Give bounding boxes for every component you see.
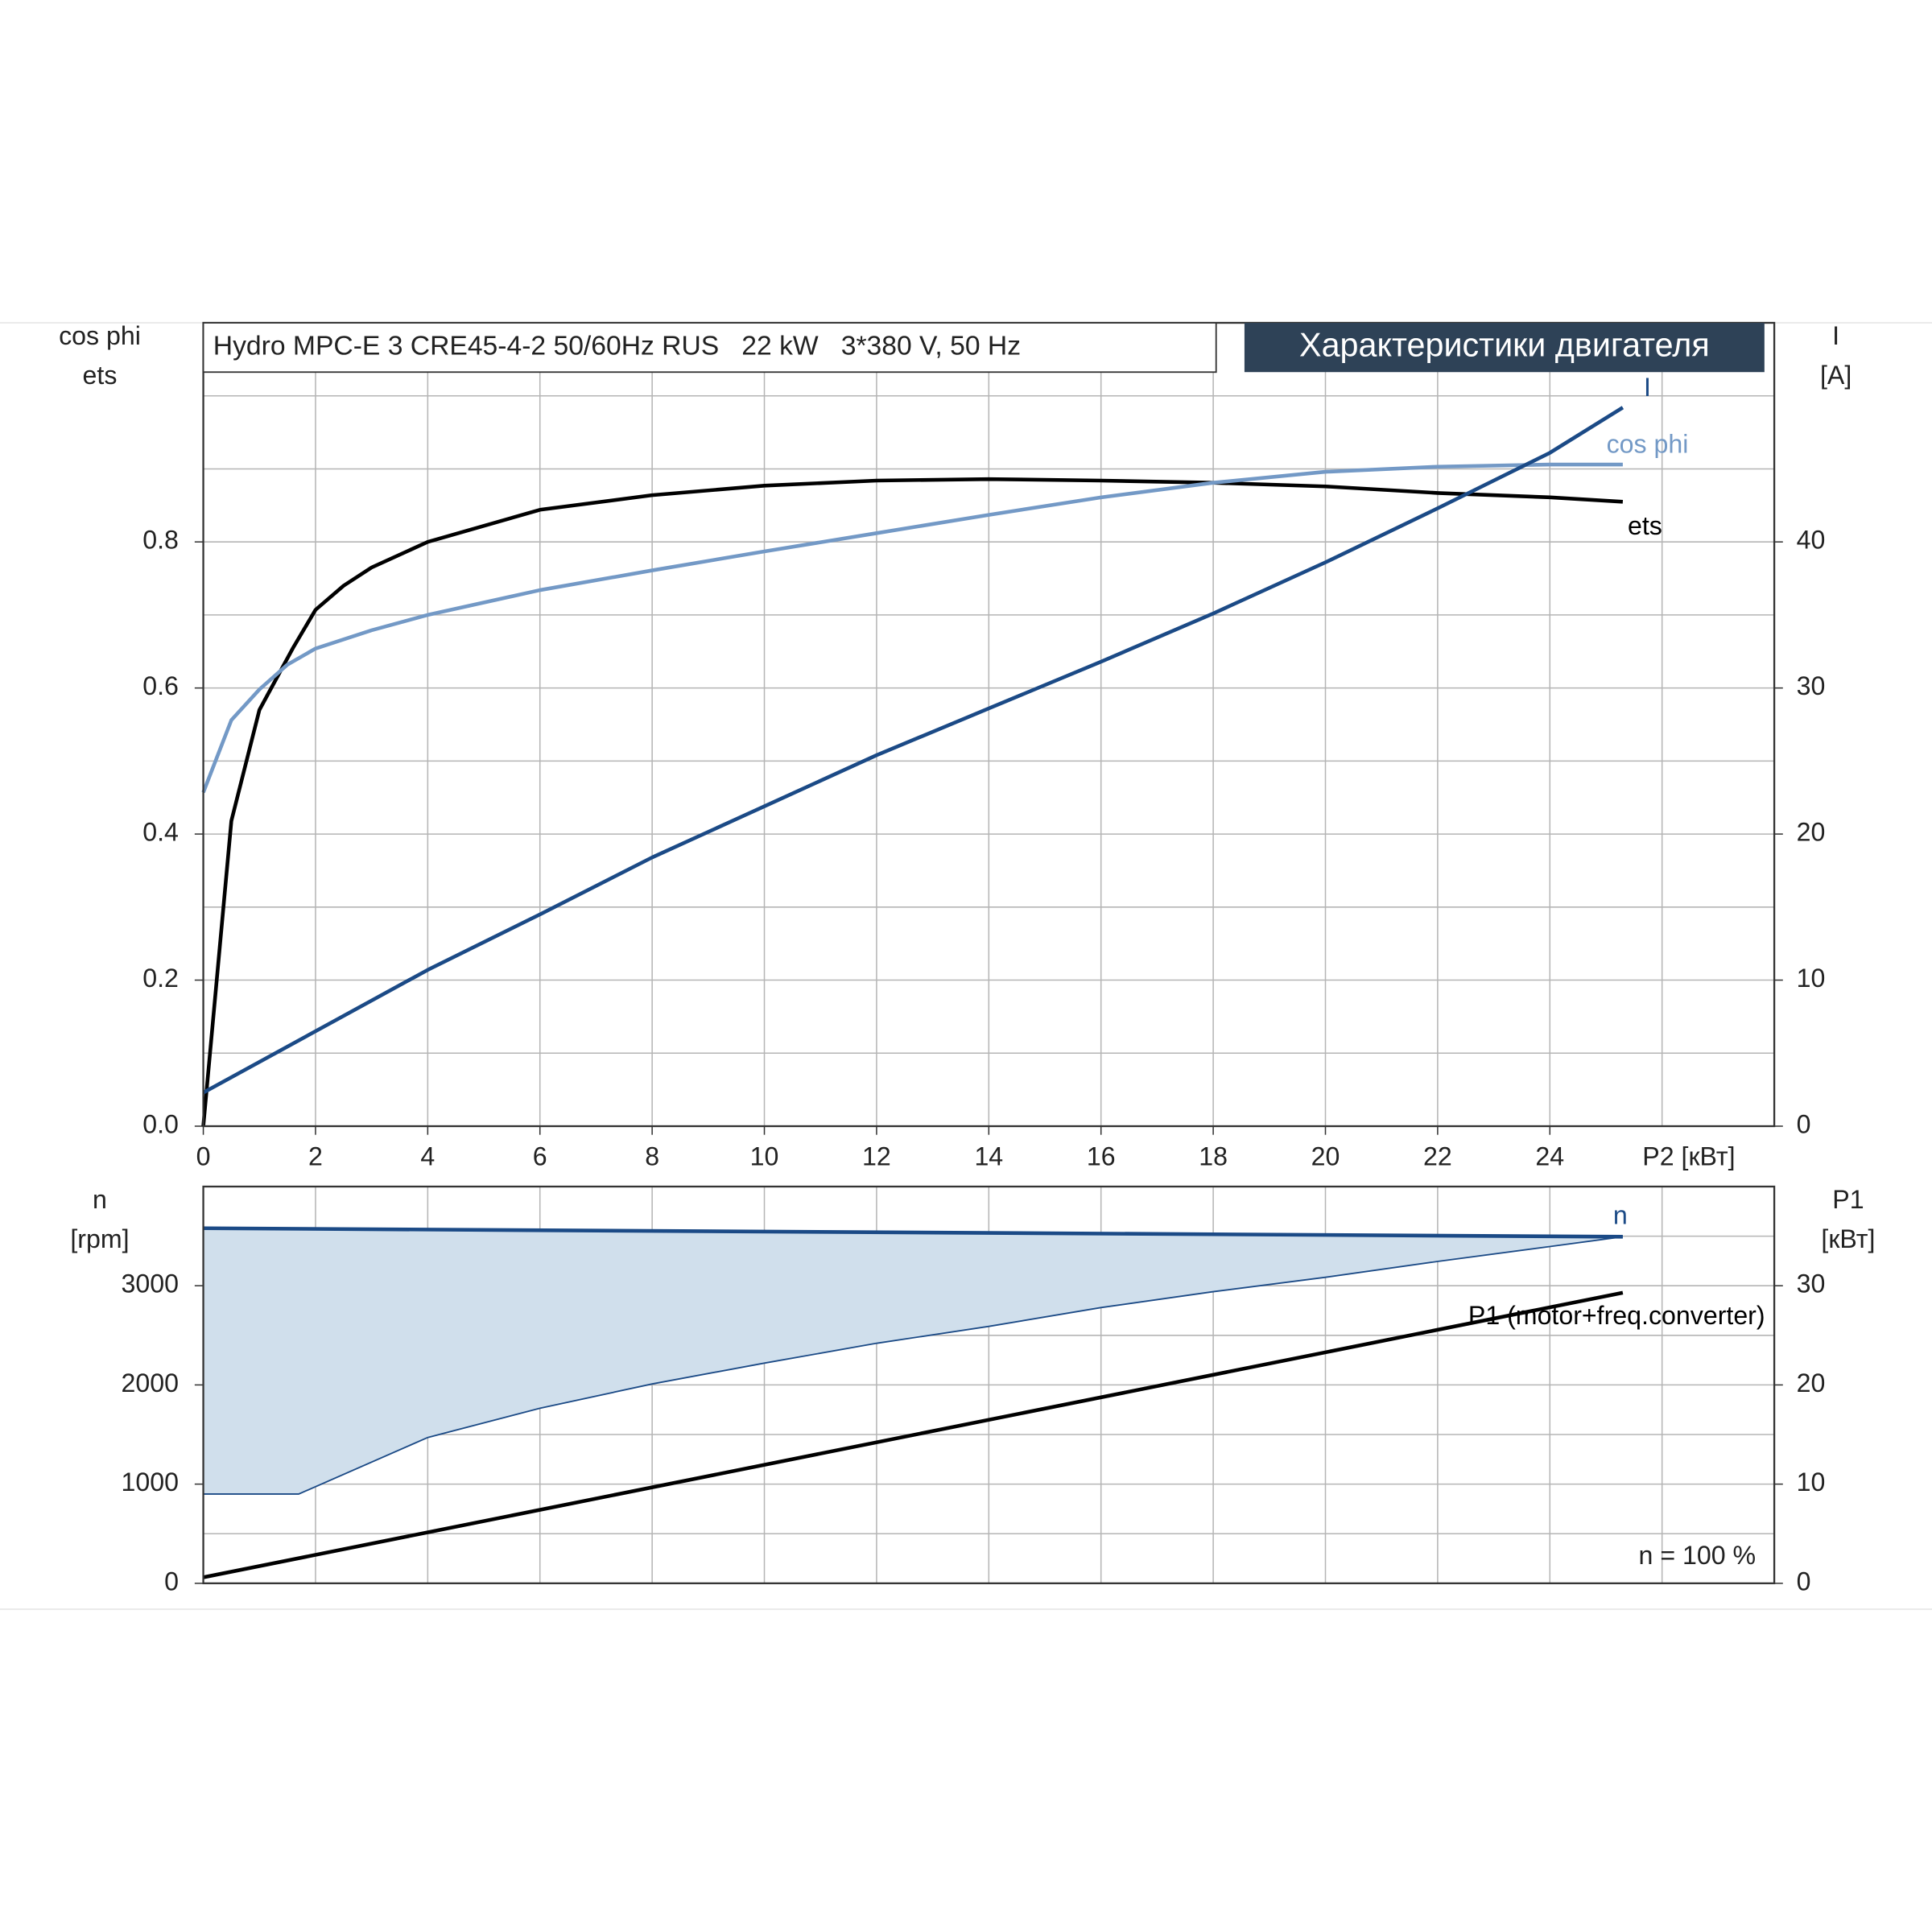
y2-axis-label: I: [1832, 321, 1839, 350]
y-tick-label: 1000: [121, 1468, 178, 1496]
y-tick-label: 0.0: [142, 1109, 179, 1138]
x-tick-label: 2: [308, 1141, 323, 1170]
y2-axis-label: [кВт]: [1821, 1224, 1875, 1253]
y2-axis-label: P1: [1832, 1185, 1864, 1214]
series-line: [201, 462, 1623, 794]
x-tick-label: 8: [645, 1141, 659, 1170]
chart-subtitle: Характеристики двигателя: [1299, 327, 1710, 364]
x-tick-label: 10: [750, 1141, 779, 1170]
x-tick-label: 12: [862, 1141, 891, 1170]
x-tick-label: 22: [1423, 1141, 1452, 1170]
y-axis-label: n: [93, 1185, 107, 1214]
series-line: [203, 1226, 1623, 1239]
x-tick-label: 20: [1311, 1141, 1340, 1170]
lower-line: [203, 1236, 1624, 1495]
y-tick-label: 0.8: [142, 526, 179, 555]
x-tick-label: 16: [1087, 1141, 1116, 1170]
y2-axis-label: [A]: [1820, 361, 1852, 390]
y2-tick-label: 20: [1797, 818, 1826, 847]
title-box: [202, 322, 1217, 374]
y2-tick-label: 0: [1797, 1567, 1811, 1596]
x-tick-label: 6: [533, 1141, 547, 1170]
y-tick-label: 0.4: [142, 818, 179, 847]
y-axis-label: cos phi: [59, 321, 141, 350]
header-box: [1244, 323, 1765, 373]
series-label: P1 (motor+freq.converter): [1468, 1301, 1765, 1330]
y-tick-label: 0: [164, 1567, 179, 1596]
y-tick-label: 0.2: [142, 964, 179, 993]
y2-tick-label: 10: [1797, 1468, 1826, 1496]
series-label: n: [1613, 1200, 1628, 1229]
y2-tick-label: 10: [1797, 964, 1826, 993]
y2-tick-label: 40: [1797, 526, 1826, 555]
y-tick-label: 0.6: [142, 671, 179, 700]
series-line: [202, 406, 1624, 1095]
range-area: [203, 1228, 1623, 1494]
x-axis-label: P2 [кВт]: [1642, 1141, 1735, 1170]
x-tick-label: 14: [974, 1141, 1003, 1170]
y2-tick-label: 0: [1797, 1109, 1811, 1138]
x-tick-label: 24: [1535, 1141, 1564, 1170]
series-label: ets: [1628, 511, 1662, 540]
series-line: [203, 1290, 1624, 1579]
y-tick-label: 2000: [121, 1368, 178, 1397]
y2-tick-label: 30: [1797, 671, 1826, 700]
series-line: [201, 477, 1624, 1127]
chart-title: Hydro MPC-E 3 CRE45-4-2 50/60Hz RUS 22 k…: [213, 332, 1021, 361]
y2-tick-label: 20: [1797, 1368, 1826, 1397]
series-label: I: [1644, 373, 1651, 402]
y-axis-label: ets: [83, 361, 118, 390]
y-tick-label: 3000: [121, 1269, 178, 1298]
x-tick-label: 0: [196, 1141, 211, 1170]
x-tick-label: 4: [420, 1141, 435, 1170]
plot-frame: [202, 1185, 1776, 1584]
x-tick-label: 18: [1199, 1141, 1228, 1170]
series-label: cos phi: [1607, 430, 1689, 459]
annotation: n = 100 %: [1639, 1541, 1757, 1570]
y-axis-label: [rpm]: [70, 1224, 129, 1253]
y2-tick-label: 30: [1797, 1269, 1826, 1298]
